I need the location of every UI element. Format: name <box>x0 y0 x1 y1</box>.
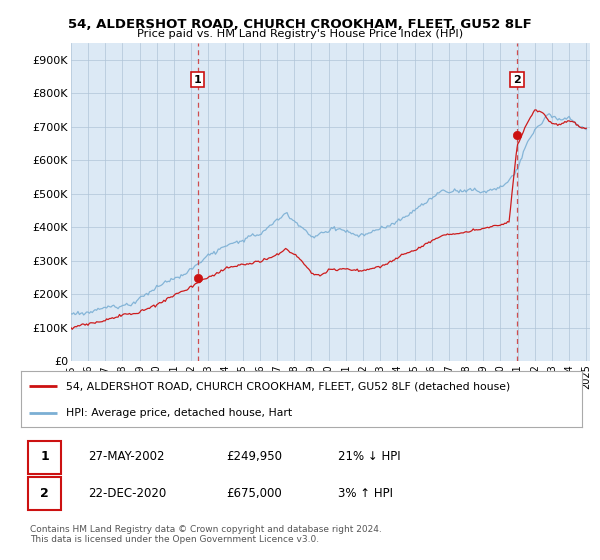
Text: 54, ALDERSHOT ROAD, CHURCH CROOKHAM, FLEET, GU52 8LF: 54, ALDERSHOT ROAD, CHURCH CROOKHAM, FLE… <box>68 18 532 31</box>
Text: £675,000: £675,000 <box>226 487 281 500</box>
Text: 2: 2 <box>40 487 49 500</box>
Text: Price paid vs. HM Land Registry's House Price Index (HPI): Price paid vs. HM Land Registry's House … <box>137 29 463 39</box>
Text: 2: 2 <box>513 74 521 85</box>
Text: 21% ↓ HPI: 21% ↓ HPI <box>338 450 401 463</box>
Text: HPI: Average price, detached house, Hart: HPI: Average price, detached house, Hart <box>66 408 292 418</box>
Text: Contains HM Land Registry data © Crown copyright and database right 2024.
This d: Contains HM Land Registry data © Crown c… <box>30 525 382 544</box>
Text: £249,950: £249,950 <box>226 450 282 463</box>
Text: 22-DEC-2020: 22-DEC-2020 <box>88 487 167 500</box>
FancyBboxPatch shape <box>28 478 61 510</box>
Text: 27-MAY-2002: 27-MAY-2002 <box>88 450 165 463</box>
Text: 1: 1 <box>194 74 202 85</box>
Text: 54, ALDERSHOT ROAD, CHURCH CROOKHAM, FLEET, GU52 8LF (detached house): 54, ALDERSHOT ROAD, CHURCH CROOKHAM, FLE… <box>66 381 510 391</box>
Text: 3% ↑ HPI: 3% ↑ HPI <box>338 487 393 500</box>
Text: 1: 1 <box>40 450 49 463</box>
FancyBboxPatch shape <box>28 441 61 474</box>
